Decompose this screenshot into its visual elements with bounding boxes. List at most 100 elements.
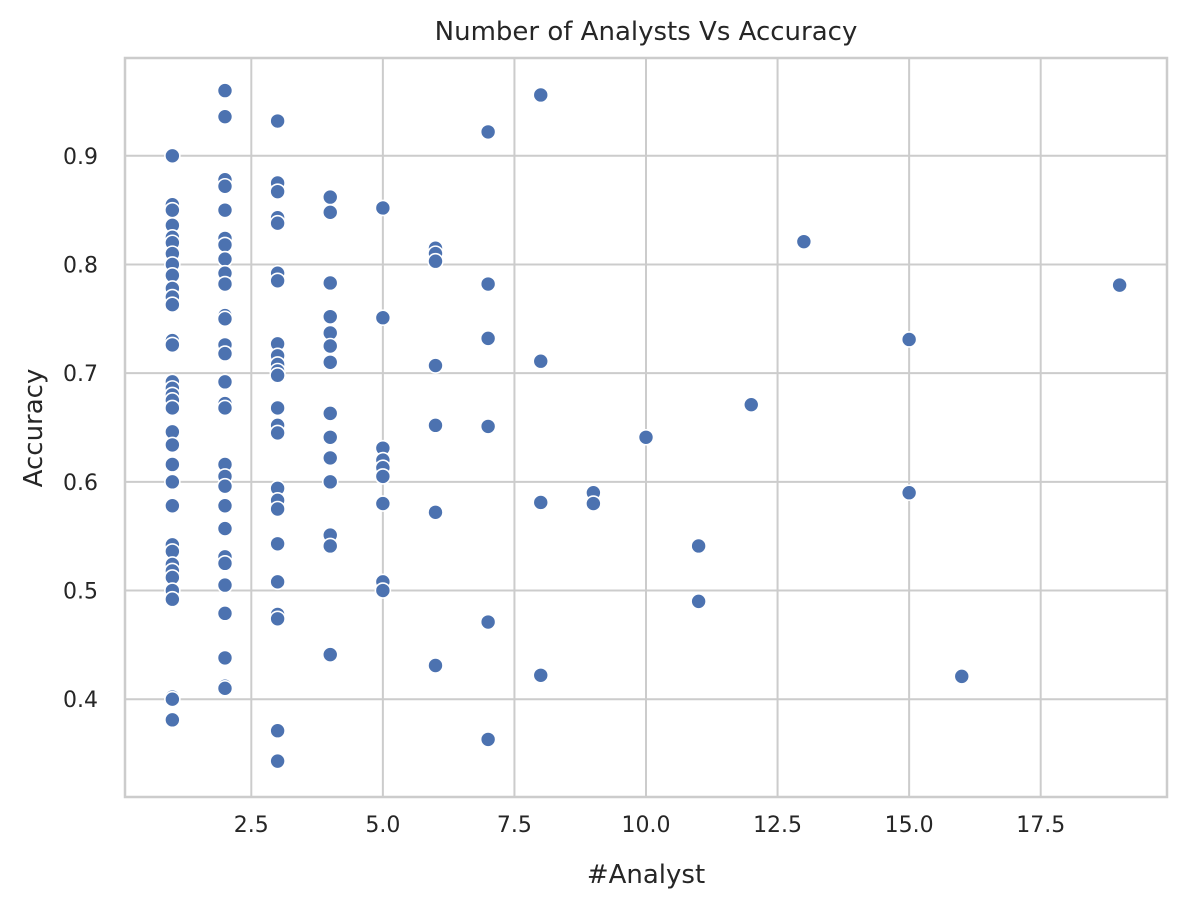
data-point (479, 275, 497, 293)
data-point (742, 396, 760, 413)
data-point (321, 308, 339, 325)
data-point (216, 477, 234, 495)
data-point (216, 605, 234, 622)
data-point (690, 537, 707, 555)
data-point (427, 657, 444, 674)
data-point (269, 367, 286, 384)
data-point (164, 147, 181, 165)
data-point (427, 252, 444, 270)
x-tick-label: 7.5 (497, 813, 532, 838)
data-point (321, 337, 339, 355)
data-point (269, 722, 286, 740)
y-tick-label: 0.9 (63, 145, 98, 170)
data-point (269, 214, 286, 232)
data-point (427, 417, 444, 434)
data-point (164, 590, 181, 608)
data-point (269, 752, 286, 770)
data-point (374, 495, 392, 512)
data-point (164, 336, 181, 354)
data-point (321, 188, 339, 206)
data-point (479, 123, 497, 141)
data-point (164, 296, 181, 313)
data-point (216, 373, 234, 391)
gridlines (125, 58, 1167, 797)
x-tick-label: 17.5 (1016, 813, 1065, 838)
data-point (216, 649, 234, 667)
data-point (795, 233, 813, 250)
data-point (479, 731, 497, 748)
data-point (900, 484, 918, 502)
y-tick-labels: 0.4 0.5 0.6 0.7 0.8 0.9 (63, 145, 98, 713)
data-point (216, 201, 234, 219)
data-point (637, 428, 655, 446)
data-point (164, 473, 181, 491)
data-point (269, 610, 286, 628)
data-point (216, 275, 234, 293)
data-point (374, 309, 392, 327)
data-points (164, 82, 1128, 770)
data-point (269, 272, 286, 290)
x-tick-label: 5.0 (365, 813, 400, 838)
y-tick-label: 0.4 (63, 688, 98, 713)
x-tick-label: 15.0 (885, 813, 934, 838)
data-point (216, 177, 234, 195)
data-point (269, 535, 286, 553)
plot-frame (123, 56, 1169, 799)
y-tick-label: 0.8 (63, 253, 98, 278)
data-point (216, 236, 234, 254)
data-point (479, 418, 497, 435)
data-point (321, 274, 339, 292)
data-point (216, 82, 234, 99)
data-point (532, 352, 550, 370)
data-point (216, 250, 234, 268)
data-point (690, 593, 707, 610)
data-point (374, 468, 392, 485)
data-point (216, 310, 234, 328)
data-point (321, 204, 339, 221)
data-point (164, 201, 181, 219)
data-point (216, 680, 234, 697)
data-point (164, 497, 181, 515)
data-point (1111, 276, 1128, 294)
data-point (532, 494, 550, 511)
data-point (374, 582, 392, 599)
data-point (164, 711, 181, 729)
data-point (321, 646, 339, 663)
data-point (216, 520, 234, 537)
data-point (585, 495, 602, 512)
data-point (900, 331, 918, 348)
data-point (321, 537, 339, 555)
data-point (269, 112, 286, 130)
data-point (269, 183, 286, 200)
data-point (269, 500, 286, 518)
data-point (479, 330, 497, 347)
y-tick-label: 0.7 (63, 362, 98, 387)
y-tick-label: 0.5 (63, 580, 98, 605)
data-point (427, 503, 444, 521)
data-point (269, 573, 286, 591)
data-point (164, 690, 181, 708)
data-point (321, 473, 339, 491)
data-point (216, 497, 234, 515)
x-tick-labels: 2.5 5.0 7.5 10.0 12.5 15.0 17.5 (234, 813, 1065, 838)
x-tick-label: 2.5 (234, 813, 269, 838)
data-point (269, 424, 286, 442)
data-point (216, 555, 234, 572)
data-point (216, 345, 234, 362)
y-axis-label: Accuracy (19, 369, 49, 488)
data-point (269, 399, 286, 417)
x-tick-label: 12.5 (753, 813, 802, 838)
data-point (374, 199, 392, 217)
data-point (532, 86, 550, 104)
data-point (216, 399, 234, 417)
data-point (532, 666, 550, 684)
data-point (953, 668, 971, 685)
data-point (321, 449, 339, 467)
x-axis-label: #Analyst (587, 860, 705, 890)
data-point (164, 399, 181, 417)
data-point (427, 357, 444, 374)
data-point (216, 108, 234, 125)
chart-title: Number of Analysts Vs Accuracy (435, 17, 858, 47)
data-point (321, 353, 339, 371)
